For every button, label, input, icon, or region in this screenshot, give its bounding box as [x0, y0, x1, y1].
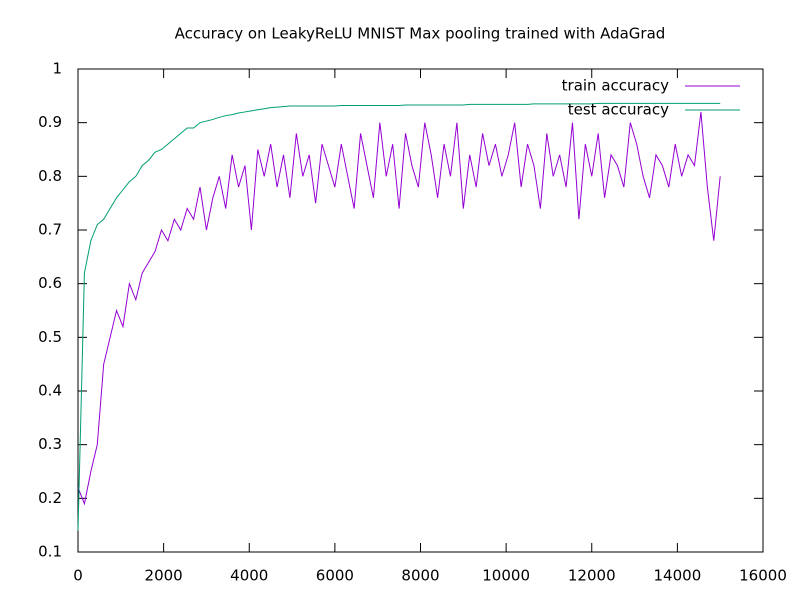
y-tick-label: 0.4 — [38, 382, 62, 400]
x-tick-label: 6000 — [316, 567, 354, 585]
y-tick-label: 0.5 — [38, 328, 62, 346]
y-tick-label: 0.7 — [38, 221, 62, 239]
y-tick-label: 0.2 — [38, 489, 62, 507]
x-tick-label: 2000 — [145, 567, 183, 585]
x-tick-label: 4000 — [230, 567, 268, 585]
series-line — [77, 102, 721, 531]
series-line — [77, 111, 721, 506]
x-tick-label: 16000 — [739, 567, 787, 585]
y-tick-label: 0.1 — [38, 543, 62, 561]
chart-title: Accuracy on LeakyReLU MNIST Max pooling … — [175, 25, 666, 43]
x-tick-label: 12000 — [568, 567, 616, 585]
y-tick-label: 0.3 — [38, 435, 62, 453]
legend-label: test accuracy — [568, 101, 669, 119]
y-tick-label: 1 — [52, 60, 62, 78]
legend-label: train accuracy — [562, 77, 669, 95]
x-tick-label: 10000 — [482, 567, 530, 585]
y-tick-label: 0.8 — [38, 167, 62, 185]
x-tick-label: 0 — [73, 567, 83, 585]
y-tick-label: 0.6 — [38, 274, 62, 292]
x-tick-label: 14000 — [654, 567, 702, 585]
y-tick-label: 0.9 — [38, 113, 62, 131]
x-tick-label: 8000 — [401, 567, 439, 585]
